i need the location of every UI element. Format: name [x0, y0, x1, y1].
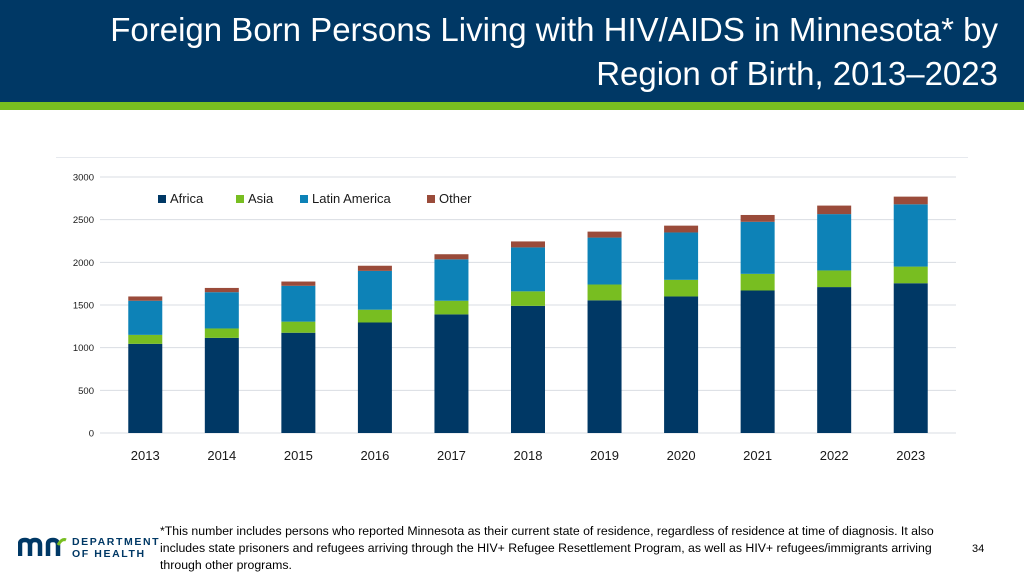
y-tick-label: 2500 — [73, 215, 94, 226]
bar-segment-other — [357, 265, 392, 271]
bar-segment-asia — [204, 328, 239, 338]
x-tick-label: 2016 — [360, 448, 389, 463]
y-tick-label: 2000 — [73, 258, 94, 269]
slide-title-line-1: Foreign Born Persons Living with HIV/AID… — [110, 11, 998, 48]
bar-segment-other — [587, 231, 622, 238]
bar-segment-other — [893, 196, 928, 205]
bar-segment-africa — [740, 290, 775, 433]
bar-segment-asia — [587, 284, 622, 301]
legend-swatch — [158, 195, 166, 203]
bar-segment-asia — [357, 309, 392, 323]
logo-text: DEPARTMENT OF HEALTH — [72, 536, 160, 560]
mdh-logo: DEPARTMENT OF HEALTH — [18, 534, 160, 562]
x-tick-label: 2017 — [437, 448, 466, 463]
x-tick-label: 2021 — [743, 448, 772, 463]
legend-swatch — [300, 195, 308, 203]
y-tick-label: 500 — [78, 386, 94, 397]
bar-segment-latin-america — [740, 221, 775, 274]
logo-line-2: OF HEALTH — [72, 548, 146, 560]
bar-segment-latin-america — [893, 204, 928, 267]
bar-segment-latin-america — [357, 270, 392, 310]
chart-top-rule — [56, 157, 968, 158]
accent-stripe — [0, 102, 1024, 110]
x-tick-label: 2015 — [284, 448, 313, 463]
bar-segment-asia — [511, 291, 545, 306]
minnesota-logo-icon — [18, 537, 67, 556]
bar-segment-latin-america — [434, 259, 469, 301]
bar-segment-latin-america — [128, 300, 163, 335]
bar-segment-asia — [664, 279, 699, 297]
page-number: 34 — [972, 543, 985, 555]
x-tick-label: 2019 — [590, 448, 619, 463]
bar-segment-latin-america — [281, 285, 316, 322]
x-tick-label: 2020 — [667, 448, 696, 463]
bar-segment-other — [511, 241, 545, 248]
bar-segment-latin-america — [204, 292, 239, 329]
slide-title-line-2: Region of Birth, 2013–2023 — [596, 55, 998, 92]
x-tick-label: 2022 — [820, 448, 849, 463]
slide-title: Foreign Born Persons Living with HIV/AID… — [38, 8, 998, 96]
bar-segment-other — [817, 205, 852, 215]
bar-segment-other — [434, 254, 469, 260]
footnote: *This number includes persons who report… — [160, 524, 934, 572]
bar-segment-africa — [357, 322, 392, 433]
bar-segment-africa — [281, 332, 316, 433]
bar-segment-other — [740, 214, 775, 222]
bar-segment-other — [204, 287, 239, 293]
logo-line-1: DEPARTMENT — [72, 536, 161, 548]
legend-label: Africa — [170, 191, 204, 206]
bar-segment-africa — [128, 343, 163, 433]
legend-label: Asia — [248, 191, 274, 206]
bar-segment-latin-america — [664, 232, 699, 280]
chart-area: 0 500 1000 1500 2000 2500 3000 2013 2014 2015 2016… — [56, 157, 968, 475]
legend-label: Other — [439, 191, 472, 206]
bar-segment-asia — [128, 334, 163, 344]
title-banner: Foreign Born Persons Living with HIV/AID… — [0, 0, 1024, 102]
legend-swatch — [427, 195, 435, 203]
bar-segment-latin-america — [587, 237, 622, 285]
bar-segment-africa — [204, 337, 239, 433]
y-tick-label: 3000 — [73, 173, 94, 184]
y-tick-label: 1000 — [73, 343, 94, 354]
stacked-bar-chart: 0 500 1000 1500 2000 2500 3000 2013 2014 2015 2016… — [73, 173, 956, 463]
bar-segment-latin-america — [817, 214, 852, 271]
bar-segment-africa — [664, 296, 699, 433]
x-tick-label: 2014 — [207, 448, 236, 463]
y-tick-label: 0 — [89, 429, 94, 440]
legend-label: Latin America — [312, 191, 392, 206]
x-tick-label: 2018 — [514, 448, 543, 463]
bar-segment-other — [128, 296, 163, 301]
x-tick-label: 2023 — [896, 448, 925, 463]
bar-segment-other — [281, 281, 316, 286]
bar-segment-africa — [893, 283, 928, 433]
bar-segment-africa — [587, 300, 622, 433]
bar-segment-africa — [511, 305, 545, 433]
legend-swatch — [236, 195, 244, 203]
bar-segment-latin-america — [511, 247, 545, 292]
bar-segment-other — [664, 225, 699, 233]
bar-segment-asia — [740, 273, 775, 291]
bar-segment-africa — [817, 287, 852, 433]
bar-segment-africa — [434, 314, 469, 433]
y-tick-label: 1500 — [73, 301, 94, 312]
bar-segment-asia — [434, 300, 469, 315]
bar-segment-asia — [281, 321, 316, 333]
bar-segment-asia — [893, 266, 928, 284]
x-tick-label: 2013 — [131, 448, 160, 463]
bar-segment-asia — [817, 270, 852, 288]
